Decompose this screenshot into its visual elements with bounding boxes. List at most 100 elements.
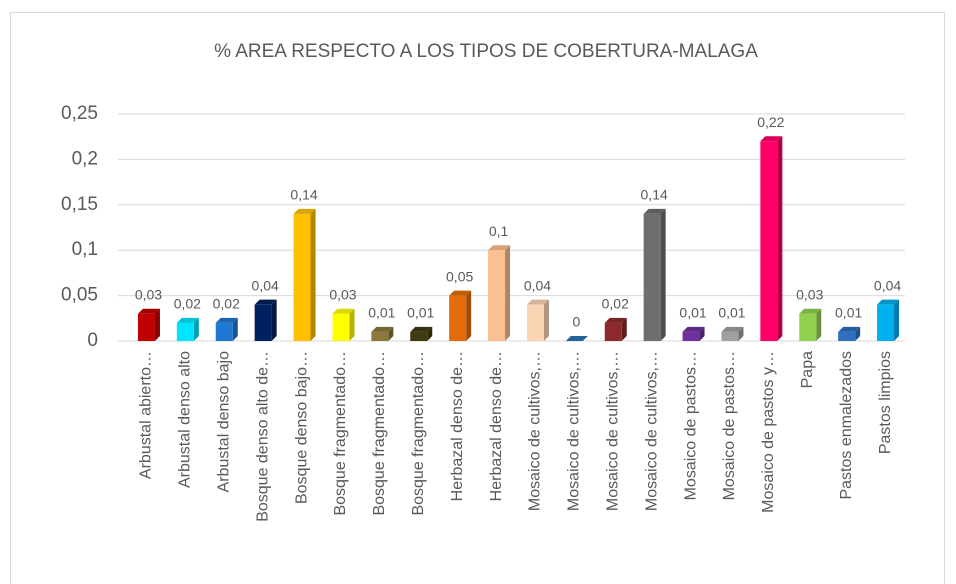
- data-label: 0,14: [641, 187, 668, 203]
- x-tick-label: Mosaico de pastos y…: [760, 351, 777, 513]
- bar: [371, 331, 389, 341]
- y-tick-label: 0,25: [61, 103, 98, 124]
- bar-top: [760, 136, 783, 142]
- data-label: 0,03: [135, 286, 162, 302]
- chart-title: % AREA RESPECTO A LOS TIPOS DE COBERTURA…: [214, 41, 758, 62]
- bar-top: [682, 326, 705, 332]
- bar-top: [254, 299, 277, 305]
- x-tick-label: Bosque denso alto de…: [254, 351, 271, 522]
- bar-top: [488, 245, 511, 251]
- data-label: 0,22: [757, 114, 784, 130]
- bar: [643, 213, 661, 341]
- bar-side: [855, 326, 861, 341]
- x-tick-label: Papa: [799, 351, 816, 388]
- x-tick-label: Arbustal denso alto: [177, 351, 194, 488]
- bar: [410, 331, 428, 341]
- y-tick-label: 0,05: [61, 285, 98, 306]
- bar-top: [410, 326, 433, 332]
- y-tick-label: 0: [87, 330, 98, 351]
- bar-side: [154, 308, 160, 341]
- bar-top: [565, 336, 588, 341]
- x-tick-label: Bosque fragmentado…: [410, 351, 427, 516]
- bar-top: [215, 317, 238, 323]
- data-label: 0,02: [213, 296, 240, 312]
- bar-side: [816, 308, 822, 341]
- bar-side: [193, 317, 199, 341]
- bar: [254, 304, 272, 341]
- x-tick-label: Bosque fragmentado…: [371, 351, 388, 516]
- data-label: 0,14: [290, 187, 317, 203]
- bar-top: [137, 308, 160, 314]
- data-label: 0,04: [252, 277, 279, 293]
- x-tick-label: Bosque denso bajo…: [293, 351, 310, 504]
- bar: [293, 213, 311, 341]
- data-label: 0,1: [489, 223, 509, 239]
- y-tick-label: 0,1: [72, 239, 98, 260]
- bar-top: [371, 326, 394, 332]
- chart-border: [10, 12, 945, 584]
- bar: [799, 313, 817, 341]
- x-tick-label: Mosaico de pastos…: [682, 351, 699, 500]
- bar: [449, 295, 467, 341]
- bar: [526, 304, 544, 341]
- bar: [682, 331, 700, 341]
- bar-side: [699, 326, 705, 341]
- bar: [137, 313, 155, 341]
- data-label: 0,03: [796, 286, 823, 302]
- bar-top: [604, 317, 627, 323]
- bar-side: [894, 299, 900, 341]
- bar-top: [176, 317, 199, 323]
- x-tick-label: Mosaico de cultivos,…: [566, 351, 583, 511]
- data-label: 0,03: [329, 286, 356, 302]
- data-label: 0,04: [524, 277, 551, 293]
- data-label: 0,04: [874, 277, 901, 293]
- bar-top: [838, 326, 861, 332]
- x-tick-label: Arbustal abierto…: [138, 351, 155, 479]
- x-tick-label: Pastos limpios: [877, 351, 894, 454]
- bar-top: [293, 208, 316, 214]
- bar-side: [349, 308, 355, 341]
- x-tick-label: Arbustal denso bajo: [215, 351, 232, 493]
- y-tick-label: 0,2: [72, 148, 98, 169]
- bar-side: [271, 299, 277, 341]
- x-tick-label: Mosaico de cultivos,…: [643, 351, 660, 511]
- bar: [604, 322, 622, 341]
- bar: [488, 250, 506, 341]
- bar: [877, 304, 895, 341]
- bar-side: [505, 245, 511, 341]
- y-tick-label: 0,15: [61, 194, 98, 215]
- bar-top: [877, 299, 900, 305]
- bar: [176, 322, 194, 341]
- bar: [332, 313, 350, 341]
- x-tick-label: Herbazal denso de…: [488, 351, 505, 501]
- bar: [721, 331, 739, 341]
- x-tick-label: Bosque fragmentado…: [332, 351, 349, 516]
- bar-side: [427, 326, 433, 341]
- bar-side: [232, 317, 238, 341]
- bar-side: [388, 326, 394, 341]
- data-label: 0,05: [446, 268, 473, 284]
- x-tick-label: Mosaico de cultivos,…: [527, 351, 544, 511]
- bar-side: [310, 208, 316, 341]
- x-tick-label: Mosaico de pastos…: [721, 351, 738, 500]
- x-tick-label: Pastos enmalezados: [838, 351, 855, 500]
- data-label: 0,01: [368, 305, 395, 321]
- bar-top: [449, 290, 472, 296]
- bar-top: [721, 326, 744, 332]
- x-tick-label: Mosaico de cultivos,…: [604, 351, 621, 511]
- bar: [838, 331, 856, 341]
- bar-side: [777, 136, 783, 341]
- data-label: 0: [572, 314, 580, 330]
- bar-side: [660, 208, 666, 341]
- bar-top: [643, 208, 666, 214]
- data-label: 0,02: [174, 296, 201, 312]
- bar-side: [466, 290, 472, 341]
- x-tick-label: Herbazal denso de…: [449, 351, 466, 501]
- data-label: 0,01: [407, 305, 434, 321]
- bar-side: [738, 326, 744, 341]
- bar-side: [543, 299, 549, 341]
- bar-top: [799, 308, 822, 314]
- bar-top: [332, 308, 355, 314]
- bar-top: [526, 299, 549, 305]
